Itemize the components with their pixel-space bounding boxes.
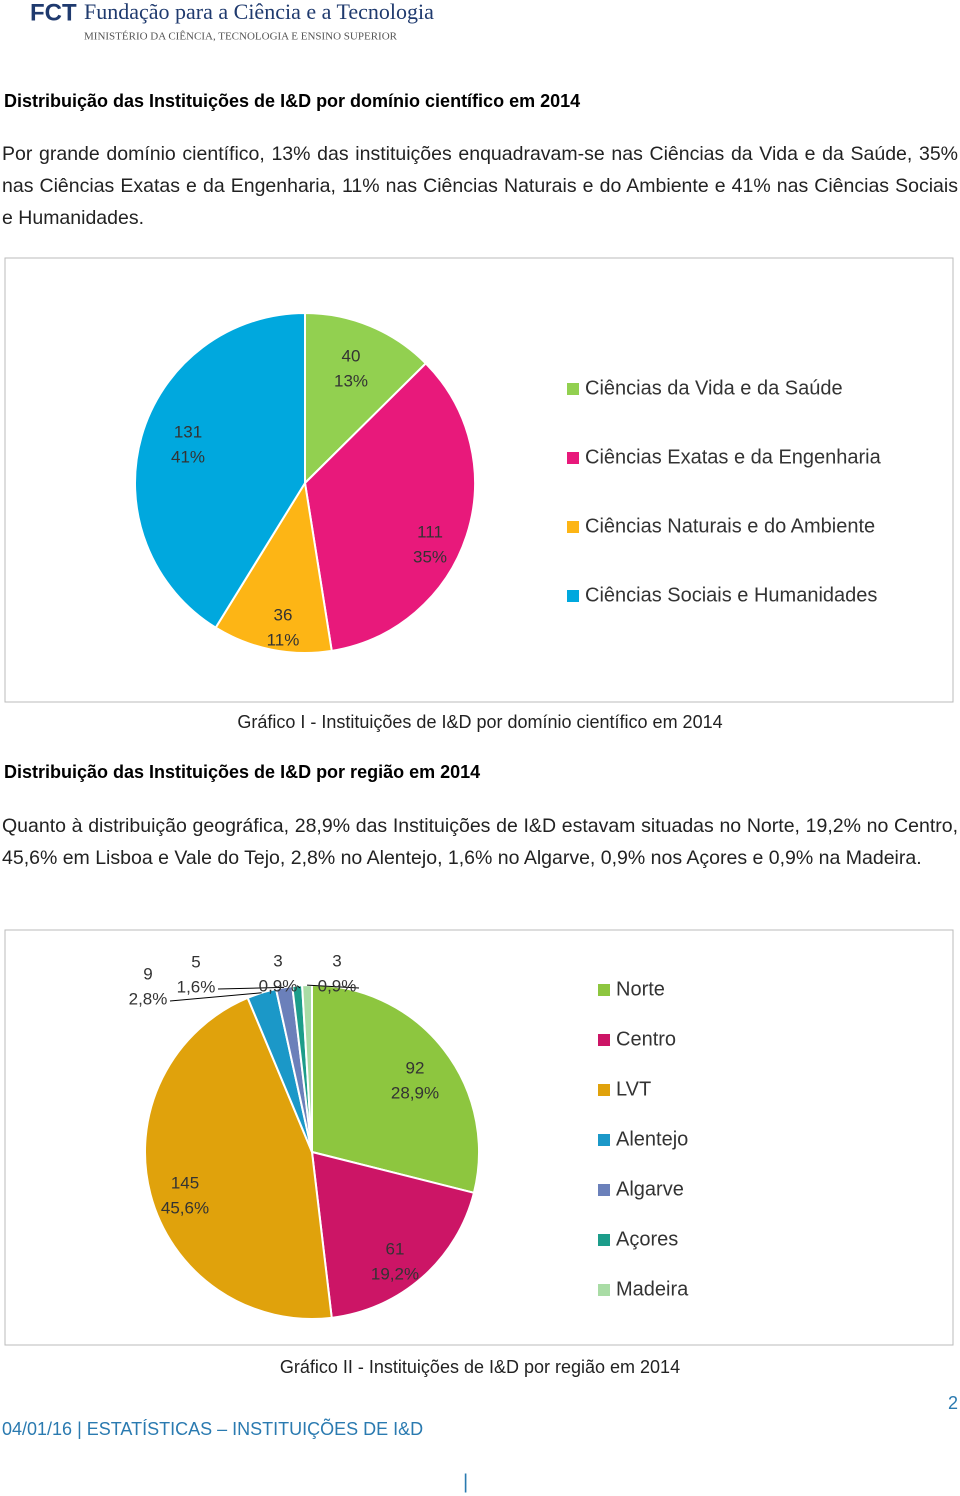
pie-slice	[134, 311, 306, 630]
legend-label: Ciências Naturais e do Ambiente	[585, 515, 875, 537]
data-label: 40	[342, 346, 361, 365]
legend-swatch	[598, 1284, 610, 1296]
legend-label: Ciências Sociais e Humanidades	[585, 584, 877, 606]
data-label: 36	[274, 605, 293, 624]
legend-swatch	[598, 1034, 610, 1046]
data-label: 92	[406, 1058, 425, 1077]
data-label: 145	[171, 1173, 199, 1192]
data-label: 0,9%	[318, 976, 357, 995]
legend-swatch	[567, 452, 579, 464]
leader-line	[217, 986, 285, 990]
footer: 04/01/16 | ESTATÍSTICAS – INSTITUIÇÕES D…	[2, 1418, 423, 1439]
pie-slice	[214, 480, 333, 654]
legend-label: LVT	[616, 1078, 651, 1100]
legend-swatch	[598, 1234, 610, 1246]
legend-swatch	[598, 1084, 610, 1096]
pie-slice	[144, 996, 333, 1320]
legend-swatch	[598, 984, 610, 996]
data-label: 111	[417, 522, 443, 541]
paragraph: Por grande domínio científico, 13% das i…	[2, 143, 958, 229]
legend-label: Centro	[616, 1028, 676, 1050]
legend-swatch	[598, 1134, 610, 1146]
footer-mark: |	[463, 1471, 468, 1493]
data-label: 13%	[334, 371, 368, 390]
legend-label: Algarve	[616, 1178, 684, 1200]
caption: Gráfico II - Instituições de I&D por reg…	[280, 1357, 680, 1377]
data-label: 0,9%	[259, 976, 298, 995]
data-label: 19,2%	[371, 1264, 419, 1283]
paragraph: Quanto à distribuição geográfica, 28,9% …	[2, 815, 958, 869]
org-name: Fundação para a Ciência e a Tecnologia	[84, 0, 434, 24]
legend-swatch	[598, 1184, 610, 1196]
data-label: 2,8%	[129, 989, 168, 1008]
data-label: 1,6%	[177, 977, 216, 996]
data-label: 61	[386, 1239, 405, 1258]
pie-slice	[311, 983, 480, 1195]
legend-label: Açores	[616, 1228, 678, 1250]
chart-frame	[4, 929, 954, 1346]
data-label: 9	[143, 964, 152, 983]
data-label: 41%	[171, 447, 205, 466]
page-number: 2	[948, 1393, 958, 1413]
caption: Gráfico I - Instituições de I&D por domí…	[237, 712, 722, 732]
logo: FCT	[30, 0, 77, 26]
pie-slice	[310, 1150, 476, 1319]
legend-label: Ciências da Vida e da Saúde	[585, 377, 843, 399]
legend-swatch	[567, 590, 579, 602]
leader-line	[169, 992, 262, 1002]
legend-swatch	[567, 521, 579, 533]
ministry: MINISTÉRIO DA CIÊNCIA, TECNOLOGIA E ENSI…	[84, 31, 398, 43]
data-label: 45,6%	[161, 1198, 209, 1217]
chart-frame	[4, 257, 954, 703]
section-title: Distribuição das Instituições de I&D por…	[4, 762, 481, 782]
data-label: 11%	[267, 630, 300, 649]
data-label: 35%	[413, 547, 447, 566]
legend-label: Ciências Exatas e da Engenharia	[585, 446, 882, 468]
data-label: 28,9%	[391, 1083, 439, 1102]
legend-label: Norte	[616, 978, 665, 1000]
data-label: 3	[273, 951, 282, 970]
leader-line	[307, 984, 360, 989]
data-label: 5	[191, 952, 200, 971]
pie-slice	[303, 361, 476, 653]
data-label: 3	[332, 951, 341, 970]
section-title: Distribuição das Instituições de I&D por…	[4, 91, 581, 111]
data-label: 131	[174, 422, 202, 441]
legend-swatch	[567, 383, 579, 395]
pie-slice	[304, 311, 428, 486]
legend-label: Madeira	[616, 1278, 689, 1300]
leader-line	[296, 985, 301, 989]
legend-label: Alentejo	[616, 1128, 688, 1150]
